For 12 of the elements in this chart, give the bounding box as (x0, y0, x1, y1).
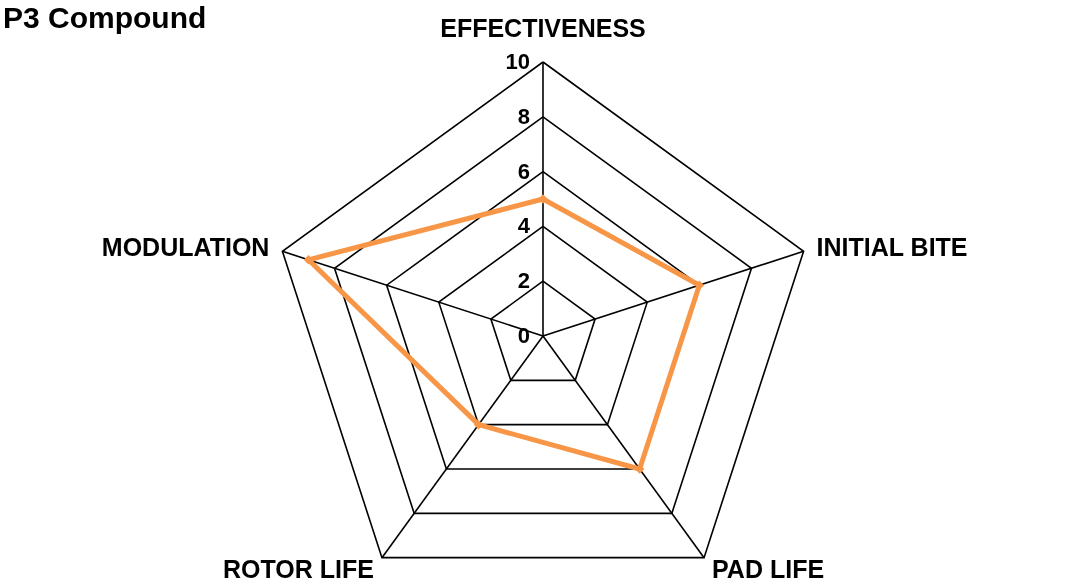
spoke-label: EFFECTIVENESS (440, 14, 646, 42)
spoke-label: MODULATION (101, 233, 270, 262)
chart-title: P3 Compound (3, 1, 207, 34)
y-tick-label: 4 (517, 213, 531, 239)
y-tick-label: 10 (505, 49, 530, 74)
y-tick-label: 8 (517, 103, 530, 129)
spoke-label: ROTOR LIFE (223, 554, 374, 583)
y-tick-label: 0 (517, 323, 530, 348)
spoke-label: INITIAL BITE (816, 233, 968, 262)
y-tick-label: 6 (517, 158, 530, 184)
y-tick-label: 2 (517, 268, 530, 294)
spoke-label: PAD LIFE (712, 554, 825, 583)
